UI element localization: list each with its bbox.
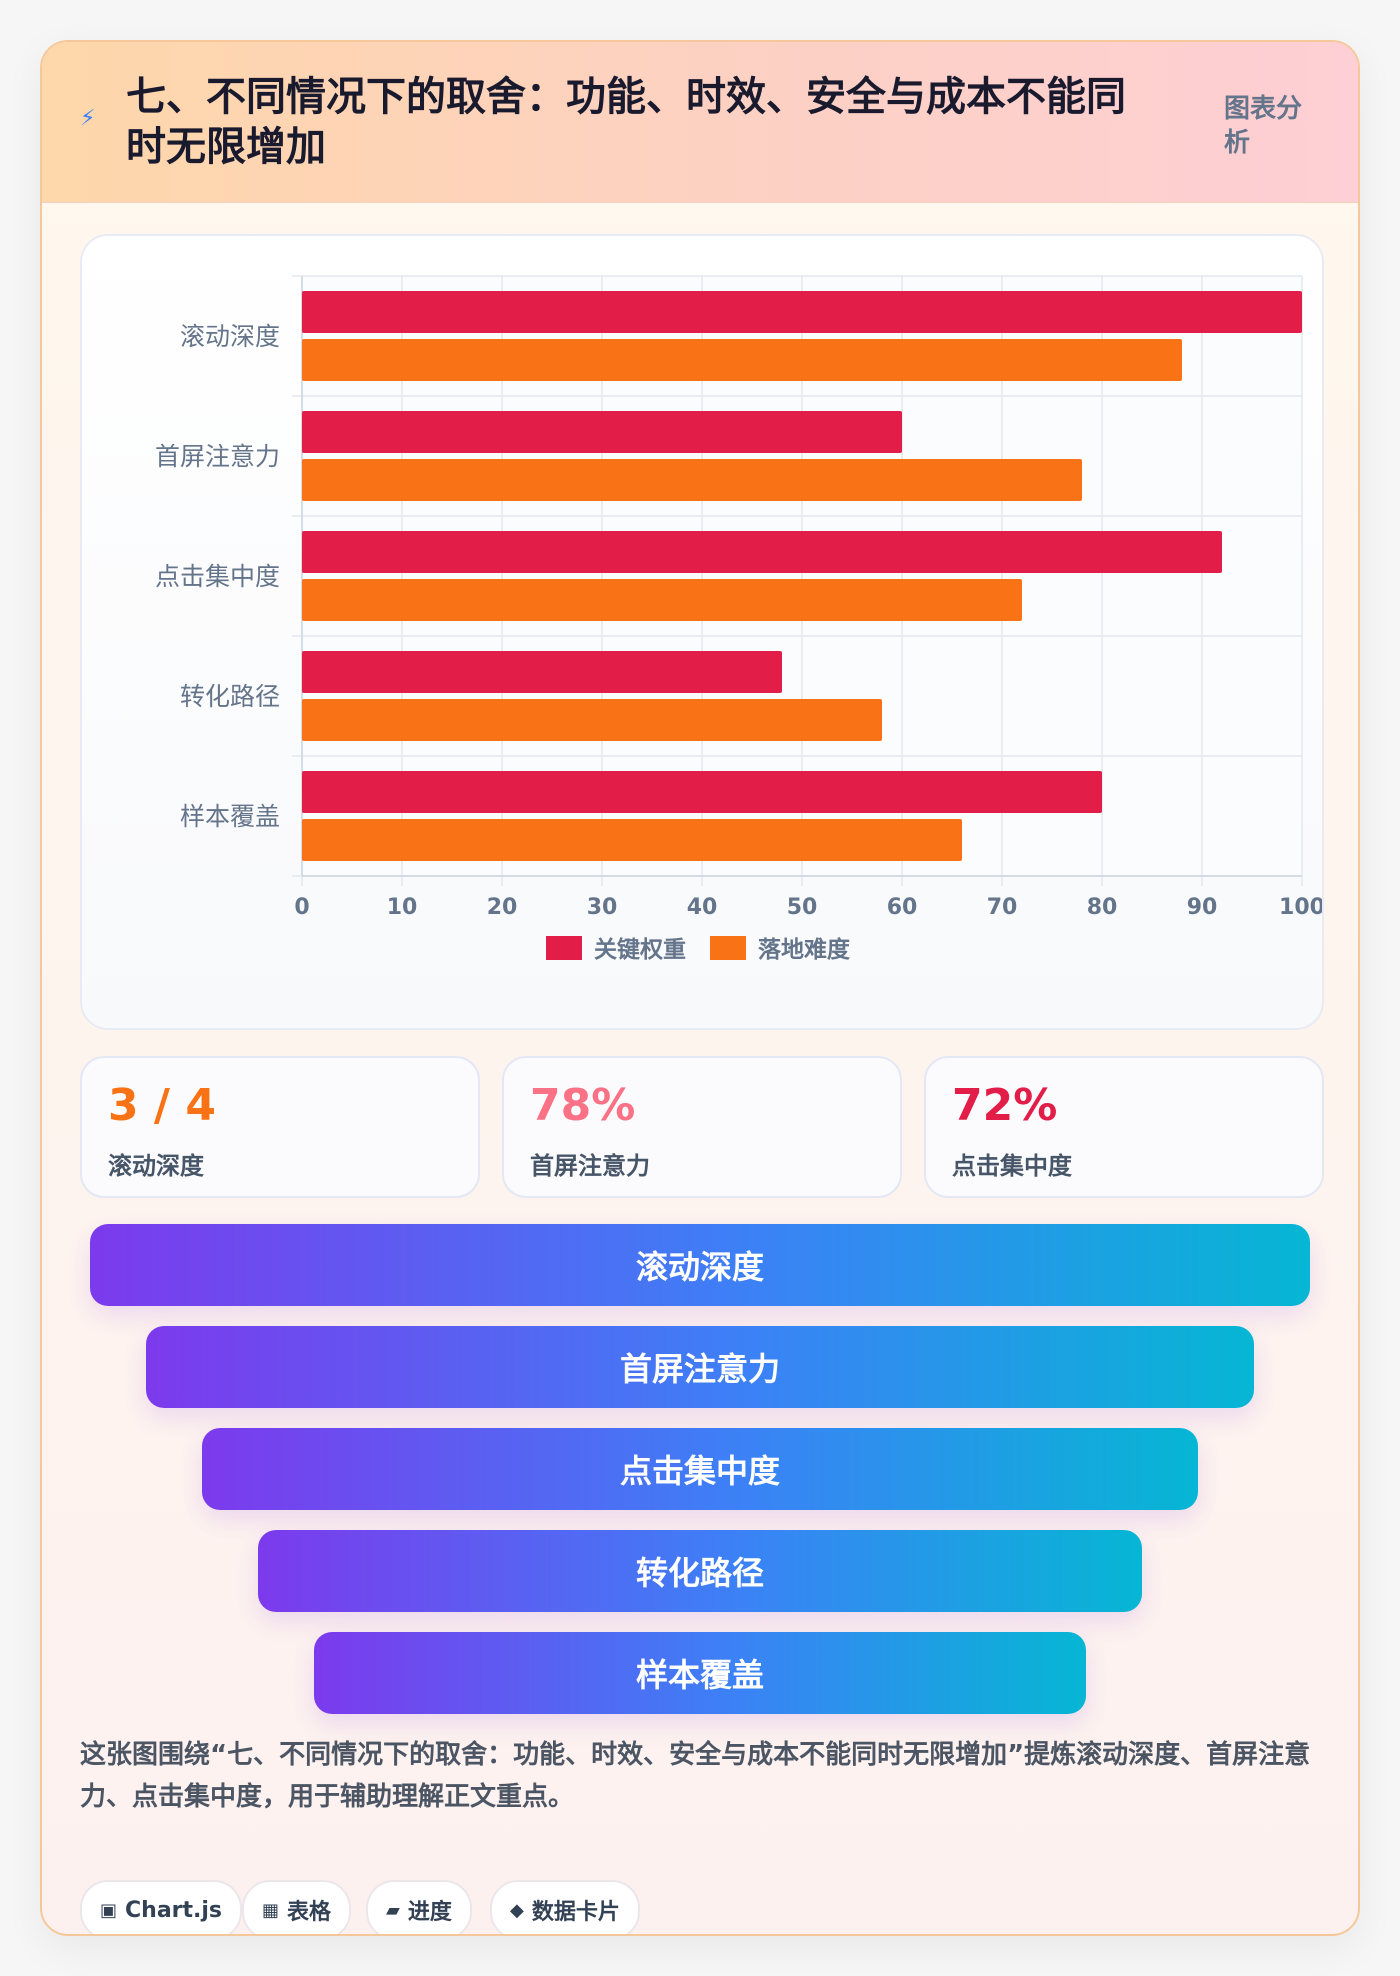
legend-swatch [710,936,746,960]
x-tick-label: 60 [887,895,918,920]
stat-card: 3 / 4 滚动深度 [80,1056,480,1198]
x-tick-label: 10 [387,895,418,920]
x-tick-label: 80 [1087,895,1118,920]
legend-label: 关键权重 [594,936,686,963]
diamond-icon: ◆ [510,1899,524,1921]
category-label: 首屏注意力 [155,442,280,471]
legend-swatch [546,936,582,960]
tag-label: Chart.js [125,1897,223,1923]
bar [302,819,962,861]
x-tick-label: 30 [587,895,618,920]
tag-chip: ◆ 数据卡片 [490,1880,640,1934]
stat-value: 72% [952,1080,1058,1131]
category-label: 转化路径 [180,682,280,711]
bar [302,579,1022,621]
bar [302,651,782,693]
table-icon: ▦ [262,1899,280,1921]
legend-label: 落地难度 [758,936,851,963]
stat-card: 78% 首屏注意力 [502,1056,902,1198]
stat-card: 72% 点击集中度 [924,1056,1324,1198]
x-tick-label: 20 [487,895,518,920]
funnel-stage: 点击集中度 [202,1428,1198,1510]
page-title: 七、不同情况下的取舍：功能、时效、安全与成本不能同时无限增加 [126,74,1126,170]
stat-label: 滚动深度 [108,1152,204,1180]
progress-icon: ▰ [386,1899,400,1921]
tag-chip: ▦ 表格 [242,1880,352,1934]
tag-chip: ▰ 进度 [366,1880,472,1934]
card-header: ⚡ 七、不同情况下的取舍：功能、时效、安全与成本不能同时无限增加 图表分析 [42,42,1358,203]
x-tick-label: 0 [294,895,309,920]
category-label: 点击集中度 [155,562,280,591]
stat-label: 首屏注意力 [530,1152,650,1180]
bar-chart: 0 10 20 30 40 50 60 70 80 90 100 滚动深度首屏注意力点击集中度转化路径… [155,275,1322,963]
stat-value: 78% [530,1080,636,1131]
tag-chip: ▣ Chart.js [80,1880,243,1934]
bar [302,291,1302,333]
tag-label: 表格 [287,1900,332,1925]
x-tick-label: 50 [787,895,818,920]
bar [302,411,902,453]
bar [302,459,1082,501]
x-tick-label: 70 [987,895,1018,920]
bar [302,699,882,741]
chart-card: ⚡ 七、不同情况下的取舍：功能、时效、安全与成本不能同时无限增加 图表分析 0 1… [40,40,1360,1936]
bar [302,531,1222,573]
x-tick-label: 40 [687,895,718,920]
chip-icon: ▣ [100,1899,118,1921]
x-tick-label: 100 [1279,895,1322,920]
tag-label: 进度 [407,1900,452,1925]
stat-label: 点击集中度 [952,1152,1072,1180]
chart-panel: 0 10 20 30 40 50 60 70 80 90 100 滚动深度首屏注意力点击集中度转化路径… [80,234,1324,1030]
stat-value: 3 / 4 [108,1080,216,1131]
category-label: 滚动深度 [180,322,280,351]
category-tag: 图表分析 [1224,94,1303,158]
chart-caption: 这张图围绕“七、不同情况下的取舍：功能、时效、安全与成本不能同时无限增加”提炼滚… [80,1740,1311,1812]
funnel-stage: 转化路径 [258,1530,1142,1612]
funnel-stage: 滚动深度 [90,1224,1310,1306]
x-tick-label: 90 [1187,895,1218,920]
funnel-stage: 首屏注意力 [146,1326,1254,1408]
funnel-stage: 样本覆盖 [314,1632,1086,1714]
bar [302,771,1102,813]
bar [302,339,1182,381]
lightning-icon: ⚡ [80,106,96,131]
tag-label: 数据卡片 [531,1900,620,1925]
category-label: 样本覆盖 [180,802,280,831]
